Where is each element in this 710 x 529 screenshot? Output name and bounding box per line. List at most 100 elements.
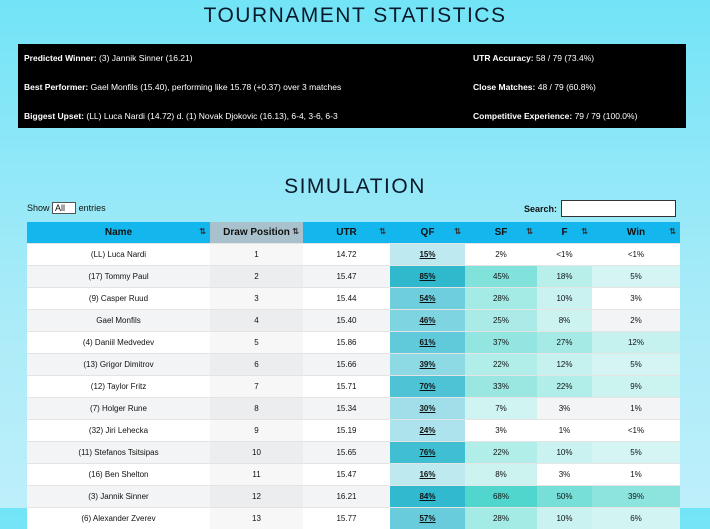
- cell-text[interactable]: 54%: [419, 294, 435, 303]
- table-cell: 45%: [465, 266, 537, 288]
- cell-text[interactable]: 16%: [419, 470, 435, 479]
- cell-text: 8%: [559, 316, 571, 325]
- table-cell: 28%: [465, 508, 537, 529]
- table-cell: 85%: [390, 266, 465, 288]
- table-cell: 15.19: [303, 420, 390, 442]
- table-cell: 15.66: [303, 354, 390, 376]
- table-cell: (16) Ben Shelton: [27, 464, 210, 486]
- column-header[interactable]: UTR: [303, 222, 390, 244]
- entries-select[interactable]: All: [52, 202, 76, 214]
- table-cell: 16%: [390, 464, 465, 486]
- table-cell: (6) Alexander Zverev: [27, 508, 210, 529]
- stat-item: Best Performer: Gael Monfils (15.40), pe…: [24, 82, 341, 92]
- table-cell: 15.47: [303, 464, 390, 486]
- cell-text: 12%: [556, 360, 572, 369]
- cell-text: 2%: [495, 250, 507, 259]
- stat-item: Biggest Upset: (LL) Luca Nardi (14.72) d…: [24, 111, 338, 121]
- table-cell: 3%: [592, 288, 680, 310]
- table-cell: (3) Jannik Sinner: [27, 486, 210, 508]
- table-cell: 8%: [465, 464, 537, 486]
- table-cell: (13) Grigor Dimitrov: [27, 354, 210, 376]
- cell-text[interactable]: 84%: [419, 492, 435, 501]
- table-cell: 18%: [537, 266, 592, 288]
- column-header[interactable]: F: [537, 222, 592, 244]
- cell-text[interactable]: 70%: [419, 382, 435, 391]
- table-cell: 15.40: [303, 310, 390, 332]
- cell-text: 2: [254, 272, 258, 281]
- cell-text: (11) Stefanos Tsitsipas: [78, 448, 158, 457]
- cell-text: 15.47: [336, 470, 356, 479]
- cell-text: (32) Jiri Lehecka: [89, 426, 148, 435]
- table-cell: 10%: [537, 508, 592, 529]
- table-cell: 3%: [537, 464, 592, 486]
- search-label: Search:: [524, 204, 557, 214]
- column-header[interactable]: SF: [465, 222, 537, 244]
- table-cell: 5%: [592, 442, 680, 464]
- stat-item: Predicted Winner: (3) Jannik Sinner (16.…: [24, 53, 193, 63]
- cell-text[interactable]: 85%: [419, 272, 435, 281]
- search-input[interactable]: [561, 200, 676, 217]
- cell-text: 39%: [628, 492, 644, 501]
- cell-text[interactable]: 76%: [419, 448, 435, 457]
- cell-text: Gael Monfils: [96, 316, 140, 325]
- cell-text: 6%: [630, 514, 642, 523]
- stat-label: Competitive Experience:: [473, 111, 572, 121]
- column-header[interactable]: QF: [390, 222, 465, 244]
- page: TOURNAMENT STATISTICS Predicted Winner: …: [0, 0, 710, 508]
- cell-text: 15.34: [336, 404, 356, 413]
- cell-text[interactable]: 61%: [419, 338, 435, 347]
- column-header[interactable]: Name: [27, 222, 210, 244]
- table-cell: 61%: [390, 332, 465, 354]
- cell-text[interactable]: 24%: [419, 426, 435, 435]
- cell-text: 9: [254, 426, 258, 435]
- cell-text: 33%: [493, 382, 509, 391]
- cell-text[interactable]: 57%: [419, 514, 435, 523]
- cell-text: 18%: [556, 272, 572, 281]
- cell-text: 3%: [559, 404, 571, 413]
- table-cell: 39%: [390, 354, 465, 376]
- table-cell: 8: [210, 398, 303, 420]
- column-header[interactable]: Win: [592, 222, 680, 244]
- cell-text[interactable]: 30%: [419, 404, 435, 413]
- table-cell: 46%: [390, 310, 465, 332]
- cell-text: (17) Tommy Paul: [88, 272, 148, 281]
- cell-text: 15.40: [336, 316, 356, 325]
- table-cell: 12%: [537, 354, 592, 376]
- cell-text[interactable]: 39%: [419, 360, 435, 369]
- cell-text[interactable]: 46%: [419, 316, 435, 325]
- column-header[interactable]: Draw Position: [210, 222, 303, 244]
- table-cell: 2%: [592, 310, 680, 332]
- table-cell: 22%: [465, 354, 537, 376]
- cell-text: 11: [252, 470, 260, 479]
- cell-text: <1%: [628, 250, 644, 259]
- table-cell: Gael Monfils: [27, 310, 210, 332]
- cell-text: 12: [252, 492, 261, 501]
- table-cell: 1%: [537, 420, 592, 442]
- cell-text[interactable]: 15%: [419, 250, 435, 259]
- section-title: SIMULATION: [0, 175, 710, 199]
- stat-label: Best Performer:: [24, 82, 88, 92]
- cell-text: 10%: [556, 514, 572, 523]
- cell-text: 1: [254, 250, 258, 259]
- cell-text: 27%: [556, 338, 572, 347]
- cell-text: 8%: [495, 470, 507, 479]
- cell-text: 3%: [630, 294, 642, 303]
- stat-item: Competitive Experience: 79 / 79 (100.0%): [473, 111, 637, 121]
- cell-text: 37%: [493, 338, 509, 347]
- table-row: (32) Jiri Lehecka 9 15.19 24% 3% 1% <1%: [27, 420, 680, 442]
- cell-text: 3%: [495, 426, 507, 435]
- table-cell: <1%: [592, 420, 680, 442]
- stat-value: 79 / 79 (100.0%): [575, 111, 638, 121]
- table-cell: 33%: [465, 376, 537, 398]
- length-control: Show All entries: [27, 202, 106, 214]
- cell-text: 1%: [559, 426, 571, 435]
- cell-text: 15.44: [336, 294, 356, 303]
- cell-text: 25%: [493, 316, 509, 325]
- table-cell: 9%: [592, 376, 680, 398]
- table-cell: 5%: [592, 266, 680, 288]
- stat-item: UTR Accuracy: 58 / 79 (73.4%): [473, 53, 594, 63]
- cell-text: <1%: [556, 250, 572, 259]
